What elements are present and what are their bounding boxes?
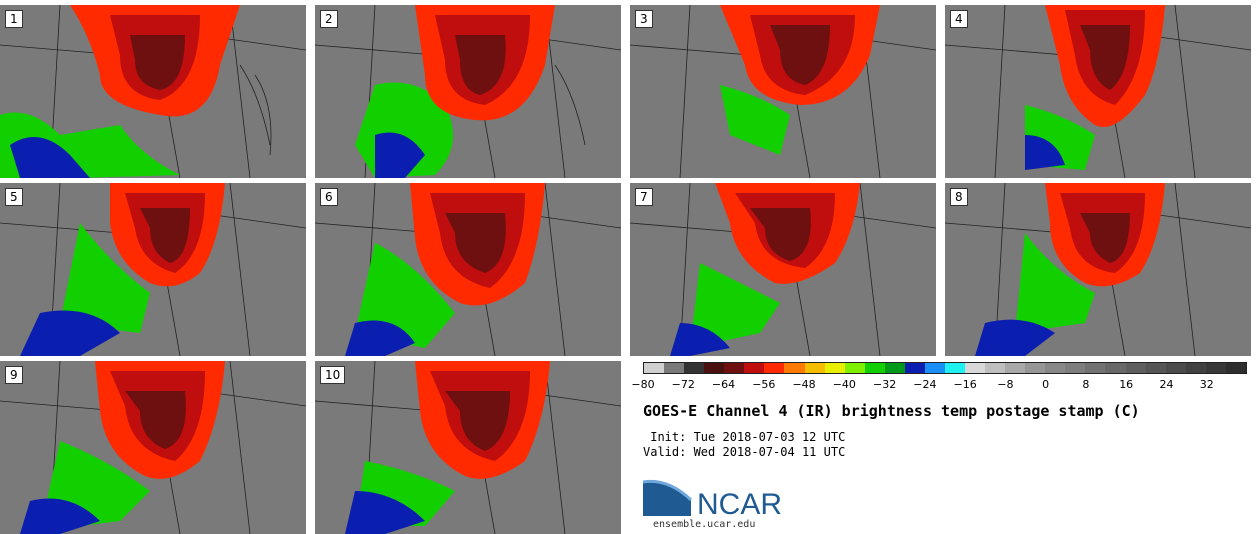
colorbar-swatch <box>804 363 825 373</box>
colorbar-tick-label: −64 <box>711 378 736 391</box>
ir-map-10 <box>315 361 621 534</box>
panel-number: 3 <box>635 10 653 28</box>
colorbar-swatch <box>884 363 905 373</box>
panel-number: 4 <box>950 10 968 28</box>
ir-map-8 <box>945 183 1251 356</box>
site-url: ensemble.ucar.edu <box>653 519 756 530</box>
map-panel-5: 5 <box>0 183 306 356</box>
colorbar-swatch <box>724 363 745 373</box>
colorbar-swatch <box>824 363 845 373</box>
figure-title: GOES-E Channel 4 (IR) brightness temp po… <box>643 402 1140 420</box>
panel-number: 2 <box>320 10 338 28</box>
colorbar-tick-label: 16 <box>1119 378 1134 391</box>
colorbar-swatch <box>784 363 805 373</box>
ir-map-9 <box>0 361 306 534</box>
colorbar-swatch <box>1145 363 1166 373</box>
colorbar-tick-label: −40 <box>832 378 856 391</box>
colorbar-swatch <box>684 363 705 373</box>
colorbar-tick-label: 0 <box>1042 378 1050 391</box>
ir-map-7 <box>630 183 936 356</box>
colorbar-tick-label: −80 <box>631 378 655 391</box>
colorbar-swatch <box>704 363 725 373</box>
colorbar-tick-label: −8 <box>997 378 1014 391</box>
colorbar-swatch <box>985 363 1006 373</box>
ir-map-2 <box>315 5 621 178</box>
colorbar-swatch <box>864 363 885 373</box>
ir-map-1 <box>0 5 306 178</box>
colorbar-swatch <box>1205 363 1226 373</box>
colorbar-tick-label: 8 <box>1082 378 1090 391</box>
panel-number: 7 <box>635 188 653 206</box>
valid-time: Valid: Wed 2018-07-04 11 UTC <box>643 445 846 459</box>
ir-map-5 <box>0 183 306 356</box>
colorbar-tick-label: −72 <box>671 378 695 391</box>
map-panel-3: 3 <box>630 5 936 178</box>
colorbar-swatch <box>764 363 785 373</box>
colorbar-swatch <box>1185 363 1206 373</box>
colorbar-swatch <box>664 363 685 373</box>
map-panel-10: 10 <box>315 361 621 534</box>
colorbar <box>643 362 1247 374</box>
panel-number: 1 <box>5 10 23 28</box>
ncar-logo-text: NCAR <box>697 488 782 518</box>
panel-number: 10 <box>320 366 346 384</box>
colorbar-swatch <box>1045 363 1066 373</box>
colorbar-swatch <box>644 363 665 373</box>
map-panel-4: 4 <box>945 5 1251 178</box>
colorbar-swatch <box>1005 363 1026 373</box>
ir-map-3 <box>630 5 936 178</box>
map-panel-9: 9 <box>0 361 306 534</box>
colorbar-swatch <box>1225 363 1246 373</box>
ir-map-6 <box>315 183 621 356</box>
panel-number: 5 <box>5 188 23 206</box>
colorbar-swatch <box>1125 363 1146 373</box>
map-panel-1: 1 <box>0 5 306 178</box>
colorbar-tick-label: −24 <box>913 378 937 391</box>
colorbar-tick-label: −16 <box>953 378 977 391</box>
colorbar-tick-label: −32 <box>872 378 897 391</box>
colorbar-swatch <box>944 363 965 373</box>
init-time: Init: Tue 2018-07-03 12 UTC <box>643 430 846 444</box>
ncar-logo: NCAR <box>643 479 782 518</box>
map-panel-8: 8 <box>945 183 1251 356</box>
colorbar-swatch <box>1065 363 1086 373</box>
map-panel-2: 2 <box>315 5 621 178</box>
panel-number: 6 <box>320 188 338 206</box>
colorbar-tick-label: −56 <box>752 378 776 391</box>
colorbar-swatch <box>1165 363 1186 373</box>
colorbar-swatch <box>1085 363 1106 373</box>
colorbar-swatch <box>904 363 925 373</box>
colorbar-swatch <box>744 363 765 373</box>
ncar-logo-mark <box>643 481 691 516</box>
colorbar-tick-label: 24 <box>1159 378 1174 391</box>
colorbar-ticks: −80 −72 −64 −56 −48 −40 −32 −24 −16 −8 0 8 16 24 32 <box>631 378 1247 392</box>
map-panel-6: 6 <box>315 183 621 356</box>
colorbar-tick-label: −48 <box>792 378 816 391</box>
panel-number: 9 <box>5 366 23 384</box>
ir-map-4 <box>945 5 1251 178</box>
colorbar-tick-label: 32 <box>1199 378 1214 391</box>
colorbar-swatch <box>844 363 865 373</box>
colorbar-swatch <box>965 363 986 373</box>
colorbar-swatch <box>924 363 945 373</box>
colorbar-swatch <box>1025 363 1046 373</box>
map-panel-7: 7 <box>630 183 936 356</box>
colorbar-swatch <box>1105 363 1126 373</box>
panel-number: 8 <box>950 188 968 206</box>
